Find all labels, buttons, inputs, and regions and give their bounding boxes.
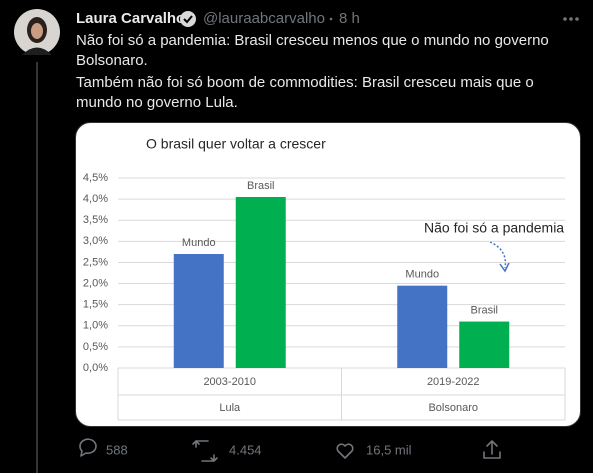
media-card[interactable] [75, 122, 581, 427]
more-button[interactable] [563, 17, 579, 21]
timestamp[interactable]: 8 h [339, 10, 360, 27]
like-button[interactable]: 16,5 mil [336, 442, 412, 459]
y-tick-label: 4,5% [83, 172, 108, 184]
tweet-text-line: Não foi só a pandemia: Brasil cresceu me… [76, 32, 549, 49]
bar-series-label: Brasil [247, 180, 275, 192]
annotation-arrowhead [499, 262, 510, 273]
y-tick-label: 2,5% [83, 256, 108, 268]
tweet-text-line: mundo no governo Lula. [76, 94, 238, 111]
reply-button[interactable]: 588 [79, 438, 128, 457]
reply-count: 588 [106, 442, 128, 457]
y-tick-label: 1,5% [83, 299, 108, 311]
avatar[interactable] [14, 9, 60, 55]
tweet-text-line: Também não foi só boom de commodities: B… [76, 74, 534, 91]
bar [173, 254, 224, 368]
share-button[interactable] [483, 440, 501, 459]
chart-title: O brasil quer voltar a crescer [146, 136, 326, 152]
chart: O brasil quer voltar a crescer Não foi s… [83, 136, 566, 421]
retweet-button[interactable]: 4.454 [192, 440, 262, 462]
like-count: 16,5 mil [366, 442, 412, 457]
y-tick-label: 2,0% [83, 277, 108, 289]
bar [235, 197, 286, 368]
y-tick-label: 0,0% [83, 362, 108, 374]
x-tick-label: 2019-2022 [427, 376, 480, 388]
annotation: Não foi só a pandemia [424, 220, 564, 236]
annotation-arrow [489, 241, 507, 269]
bar-series-label: Mundo [405, 269, 439, 281]
y-tick-label: 0,5% [83, 341, 108, 353]
tweet-text-line: Bolsonaro. [76, 52, 148, 69]
author-name[interactable]: Laura Carvalho [76, 10, 185, 27]
x-tick-label: 2003-2010 [203, 376, 256, 388]
bar [397, 285, 448, 368]
retweet-count: 4.454 [229, 442, 262, 457]
y-tick-label: 3,5% [83, 214, 108, 226]
separator-dot [329, 17, 333, 21]
x-group-label: Lula [219, 402, 241, 414]
handle[interactable]: @lauraabcarvalho [203, 10, 325, 27]
y-tick-label: 3,0% [83, 235, 108, 247]
x-group-label: Bolsonaro [428, 402, 478, 414]
bar-series-label: Brasil [470, 304, 498, 316]
verified-badge [180, 11, 196, 27]
bar-series-label: Mundo [182, 237, 216, 249]
bar [459, 321, 510, 368]
y-tick-label: 4,0% [83, 193, 108, 205]
y-tick-label: 1,0% [83, 320, 108, 332]
